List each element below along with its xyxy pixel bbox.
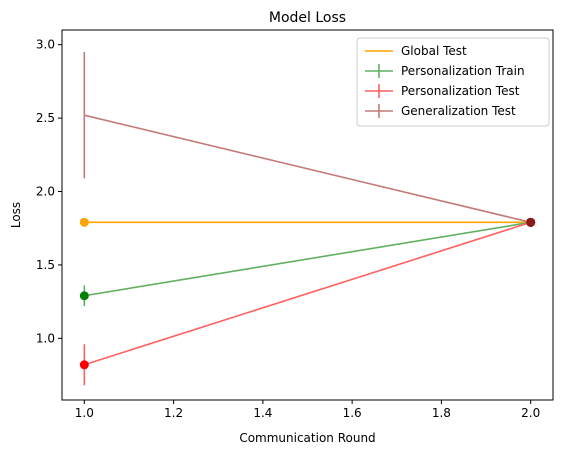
x-tick-label-2: 1.4: [253, 406, 272, 420]
legend-label-0: Global Test: [401, 44, 467, 58]
y-tick-label-0: 1.0: [36, 331, 55, 345]
y-tick-label-1: 1.5: [36, 258, 55, 272]
plot-area: 1.0 1.2 1.4 1.6 1.8 2.0 1.0 1.5 2.0 2.5 3.0: [36, 29, 554, 420]
legend-label-2: Personalization Test: [401, 84, 520, 98]
series-line-1: [84, 221, 531, 297]
x-tick-label-4: 1.8: [432, 406, 451, 420]
legend-label-1: Personalization Train: [401, 64, 525, 78]
y-tick-label-4: 3.0: [36, 38, 55, 52]
data-point-1-0: [79, 291, 89, 301]
data-point-3-1: [526, 217, 536, 227]
data-point-2-0: [79, 360, 89, 370]
chart-title: Model Loss: [269, 10, 346, 26]
x-tick-label-3: 1.6: [343, 406, 362, 420]
y-axis-label: Loss: [9, 202, 23, 228]
x-tick-label-5: 2.0: [521, 406, 540, 420]
legend: Global Test Personalization Train Personal…: [356, 37, 550, 127]
y-tick-label-2: 2.0: [36, 185, 55, 199]
x-axis-label: Communication Round: [239, 431, 375, 445]
legend-box: [356, 37, 550, 127]
y-tick-label-3: 2.5: [36, 111, 55, 125]
legend-label-3: Generalization Test: [401, 104, 516, 118]
series-line-2: [84, 221, 531, 366]
x-tick-label-1: 1.2: [164, 406, 183, 420]
series-line-3: [84, 114, 531, 224]
plot-frame: [61, 29, 554, 401]
data-point-0-0: [79, 217, 89, 227]
x-tick-label-0: 1.0: [75, 406, 94, 420]
